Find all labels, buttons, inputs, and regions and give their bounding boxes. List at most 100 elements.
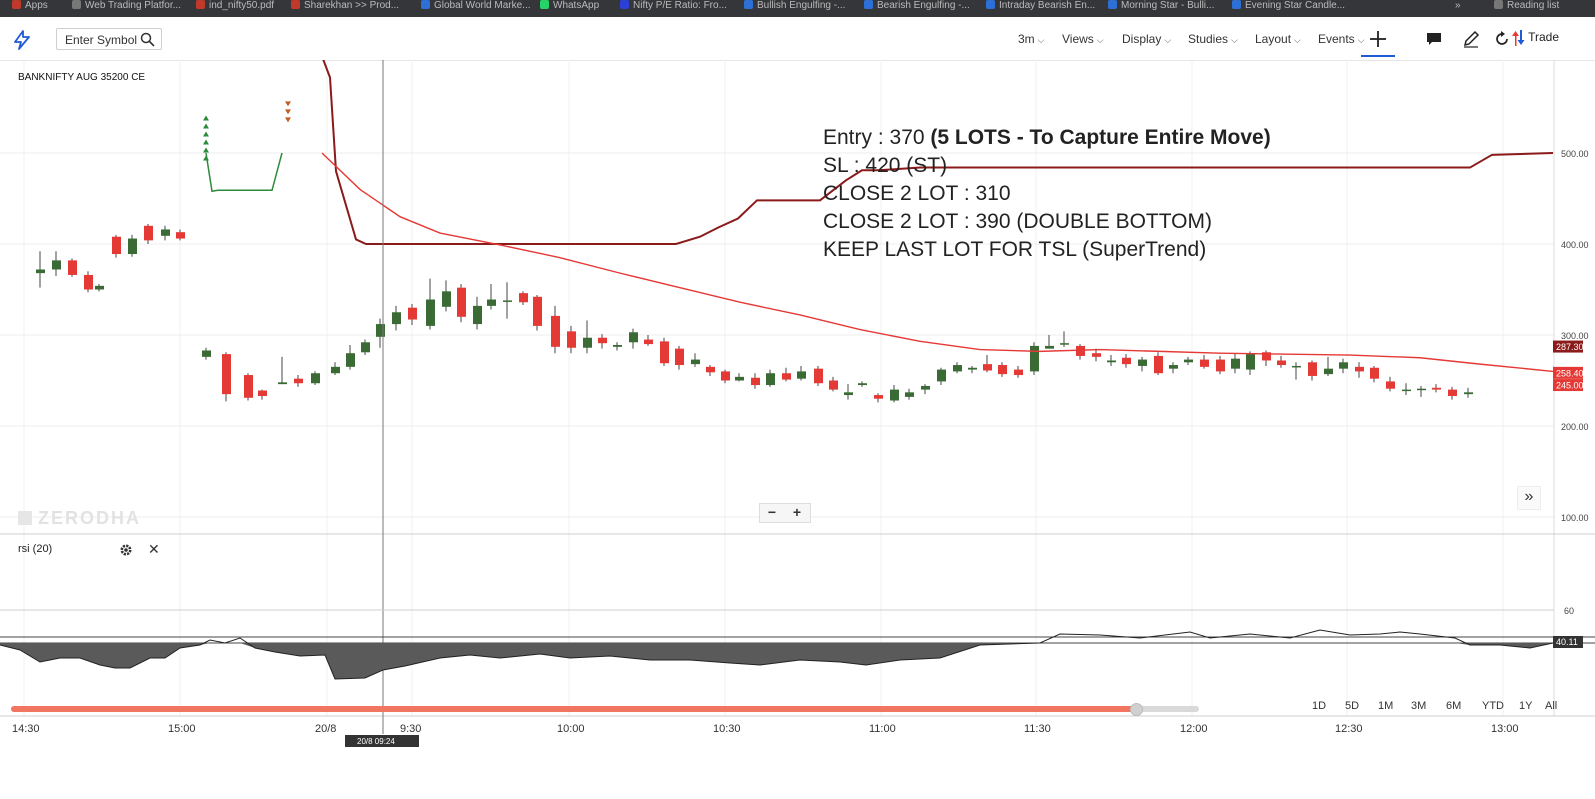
- candle-down: [1014, 369, 1023, 376]
- range-button-1d[interactable]: 1D: [1312, 700, 1327, 712]
- sell-signal-icon: [285, 109, 291, 115]
- chart-area[interactable]: 500.00 400.00 300.00 200.00 100.00 287.30 258.…: [0, 60, 1595, 799]
- bookmark-item[interactable]: Reading list: [1494, 0, 1559, 12]
- range-button-6m[interactable]: 6M: [1446, 700, 1462, 712]
- ema-line: [321, 152, 1554, 373]
- reset-icon[interactable]: [1492, 29, 1512, 49]
- candle-down: [1386, 381, 1395, 389]
- bookmark-item[interactable]: Evening Star Candle...: [1232, 0, 1345, 12]
- crosshair-icon[interactable]: [1368, 29, 1388, 49]
- candle-down: [1076, 345, 1085, 356]
- range-button-ytd[interactable]: YTD: [1482, 700, 1504, 712]
- bookmark-label: Sharekhan >> Prod...: [304, 0, 400, 11]
- price-tick-label: 100.00: [1561, 513, 1589, 523]
- bookmark-item[interactable]: Intraday Bearish En...: [986, 0, 1095, 12]
- pencil-icon[interactable]: [1461, 29, 1481, 49]
- bookmark-item[interactable]: Bearish Engulfing -...: [864, 0, 970, 12]
- candle-down: [644, 339, 653, 345]
- candle-down: [721, 371, 730, 381]
- search-icon[interactable]: [140, 32, 155, 47]
- rsi-value-tag: [1553, 636, 1583, 648]
- close-icon[interactable]: ✕: [148, 541, 160, 557]
- trade-button[interactable]: Trade: [1511, 29, 1559, 49]
- candle-down: [258, 390, 267, 396]
- range-button-5d[interactable]: 5D: [1345, 700, 1360, 712]
- note-line-sl: SL : 420 (ST): [823, 154, 948, 177]
- range-button-all[interactable]: All: [1545, 700, 1558, 712]
- studies-label: Studies: [1188, 32, 1229, 46]
- candle-up: [1184, 359, 1193, 363]
- supertrend-up-line: [205, 152, 283, 193]
- views-menu[interactable]: Views ⌵: [1062, 32, 1104, 46]
- bookmark-item[interactable]: ind_nifty50.pdf: [196, 0, 274, 12]
- bookmark-item[interactable]: WhatsApp: [540, 0, 599, 12]
- chevron-down-icon: ⌵: [1231, 35, 1238, 45]
- bookmark-item[interactable]: »: [1455, 0, 1461, 12]
- candle-down: [567, 331, 576, 348]
- bookmark-favicon-icon: [540, 0, 549, 9]
- comment-icon[interactable]: [1424, 29, 1444, 49]
- candle-up: [1231, 358, 1240, 369]
- range-scrollbar-fill: [11, 706, 1135, 712]
- rsi-tick-label: 60: [1564, 606, 1574, 616]
- time-tick-label: 20/8: [315, 723, 336, 735]
- bookmark-item[interactable]: Global World Marke...: [421, 0, 531, 12]
- candle-down: [68, 260, 77, 275]
- candle-down: [1216, 359, 1225, 372]
- kite-logo-icon[interactable]: [12, 30, 32, 50]
- buy-signal-icon: [203, 131, 209, 137]
- candle-up: [1060, 343, 1069, 345]
- gear-icon[interactable]: [119, 543, 133, 557]
- candle-up: [52, 260, 61, 270]
- bookmark-label: Nifty P/E Ratio: Fro...: [633, 0, 727, 11]
- range-button-1m[interactable]: 1M: [1378, 700, 1394, 712]
- price-tag-label: 287.30: [1556, 342, 1584, 352]
- events-menu[interactable]: Events ⌵: [1318, 32, 1365, 46]
- range-button-1y[interactable]: 1Y: [1519, 700, 1533, 712]
- time-tick-label: 10:00: [557, 723, 585, 735]
- range-button-3m[interactable]: 3M: [1411, 700, 1427, 712]
- buy-signal-icon: [203, 115, 209, 121]
- bookmark-favicon-icon: [1232, 0, 1241, 9]
- bookmark-item[interactable]: Bullish Engulfing -...: [744, 0, 845, 12]
- price-chart[interactable]: 500.00 400.00 300.00 200.00 100.00 287.30 258.…: [0, 60, 1595, 799]
- price-tag-label: 258.40: [1556, 368, 1584, 378]
- symbol-search-input[interactable]: Enter Symbol: [56, 28, 162, 50]
- layout-menu[interactable]: Layout ⌵: [1255, 32, 1301, 46]
- candle-up: [346, 353, 355, 367]
- interval-label: 3m: [1018, 32, 1035, 46]
- candle-up: [1339, 362, 1348, 369]
- bookmark-item[interactable]: Nifty P/E Ratio: Fro...: [620, 0, 727, 12]
- zoom-out-button[interactable]: −: [767, 504, 777, 520]
- interval-dropdown[interactable]: 3m ⌵: [1018, 32, 1045, 46]
- price-tick-label: 300.00: [1561, 331, 1589, 341]
- bookmark-item[interactable]: Sharekhan >> Prod...: [291, 0, 399, 12]
- zoom-in-button[interactable]: +: [792, 504, 802, 520]
- bookmark-label: Web Trading Platfor...: [85, 0, 181, 11]
- time-tick-label: 11:00: [869, 723, 896, 735]
- note-line-entry: Entry : 370 (5 LOTS - To Capture Entire …: [823, 124, 1271, 152]
- note-entry-bold: (5 LOTS - To Capture Entire Move): [930, 126, 1271, 149]
- rsi-line: [0, 629, 1554, 680]
- candle-down: [84, 274, 93, 290]
- symbol-placeholder: Enter Symbol: [65, 33, 138, 47]
- active-tool-underline: [1361, 55, 1395, 57]
- candle-up: [921, 385, 930, 390]
- candle-up: [1169, 365, 1178, 369]
- time-tick-label: 12:00: [1180, 723, 1208, 735]
- chevron-down-icon: ⌵: [1294, 35, 1301, 45]
- candle-down: [1277, 360, 1286, 366]
- bookmark-favicon-icon: [196, 0, 205, 9]
- range-scrollbar-handle[interactable]: [1130, 703, 1143, 716]
- candle-up: [361, 342, 370, 353]
- price-tick-label: 400.00: [1561, 240, 1589, 250]
- studies-menu[interactable]: Studies ⌵: [1188, 32, 1238, 46]
- bookmark-item[interactable]: Web Trading Platfor...: [72, 0, 181, 12]
- bookmark-item[interactable]: Morning Star - Bulli...: [1108, 0, 1214, 12]
- bookmark-item[interactable]: Apps: [12, 0, 48, 12]
- scroll-to-latest-button[interactable]: »: [1517, 486, 1541, 510]
- candle-down: [983, 364, 992, 371]
- candle-up: [1045, 345, 1054, 349]
- rsi-value-label: 40.11: [1556, 637, 1578, 647]
- display-menu[interactable]: Display ⌵: [1122, 32, 1171, 46]
